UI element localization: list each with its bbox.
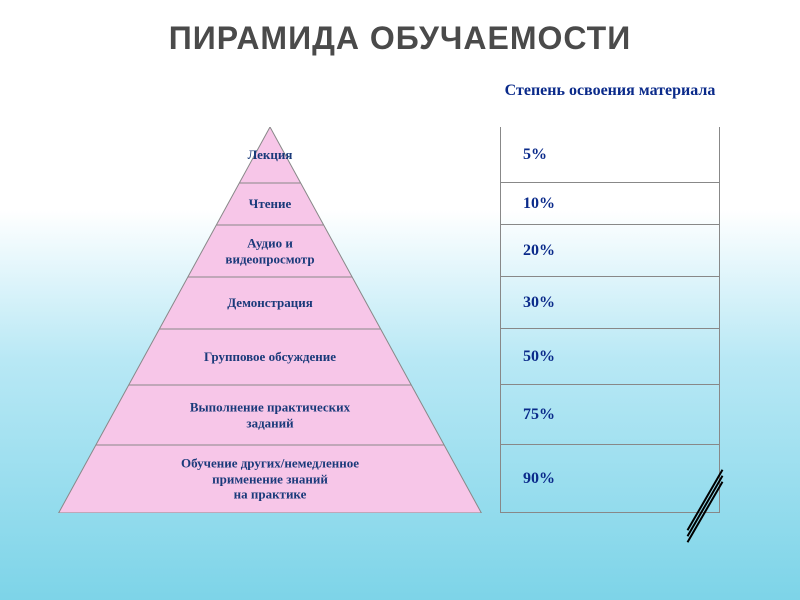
- diagram-canvas: ЛекцияЧтениеАудио и видеопросмотрДемонст…: [0, 57, 800, 577]
- percent-cell: 30%: [500, 277, 720, 329]
- pyramid-level: Аудио и видеопросмотр: [40, 225, 500, 277]
- pyramid: ЛекцияЧтениеАудио и видеопросмотрДемонст…: [40, 127, 500, 547]
- decorative-hatch: [670, 499, 740, 517]
- percent-header: Степень освоения материала: [500, 77, 720, 127]
- pyramid-level: Лекция: [40, 127, 500, 183]
- pyramid-level: Групповое обсуждение: [40, 329, 500, 385]
- percent-cell: 20%: [500, 225, 720, 277]
- percent-table: Степень освоения материала 5%10%20%30%50…: [500, 77, 720, 513]
- percent-cell: 10%: [500, 183, 720, 225]
- pyramid-level: Чтение: [40, 183, 500, 225]
- page-title: ПИРАМИДА ОБУЧАЕМОСТИ: [0, 0, 800, 57]
- percent-cell: 5%: [500, 127, 720, 183]
- pyramid-level: Демонстрация: [40, 277, 500, 329]
- pyramid-level: Обучение других/немедленное применение з…: [40, 445, 500, 513]
- percent-cell: 75%: [500, 385, 720, 445]
- percent-cell: 50%: [500, 329, 720, 385]
- pyramid-level: Выполнение практических заданий: [40, 385, 500, 445]
